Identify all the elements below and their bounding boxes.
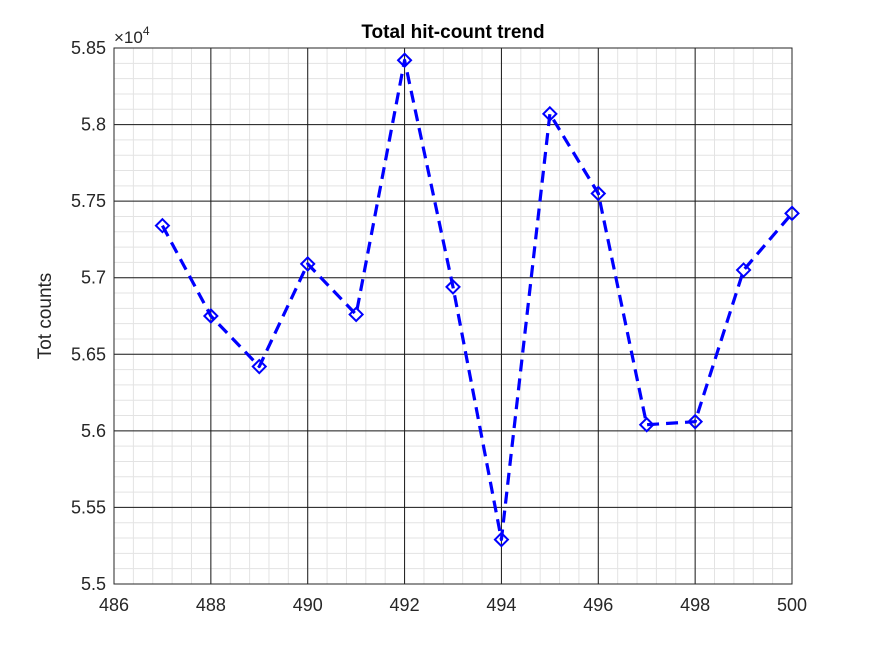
x-axis-ticks: 486 488 490 492 494 496 498 500: [99, 595, 807, 615]
y-tick-label: 5.55: [71, 497, 106, 517]
plot-area-frame: [113, 47, 793, 585]
y-tick-label: 5.5: [81, 574, 106, 594]
data-point-marker: [541, 105, 558, 122]
data-point-marker: [590, 185, 607, 202]
y-axis-multiplier: ×104: [114, 24, 150, 47]
y-tick-label: 5.8: [81, 115, 106, 135]
y-tick-label: 5.6: [81, 421, 106, 441]
x-tick-label: 498: [680, 595, 710, 615]
y-axis-ticks: 5.5 5.55 5.6 5.65 5.7 5.75 5.8 5.85: [71, 38, 106, 594]
major-grid: [113, 47, 793, 585]
minor-grid: [113, 47, 793, 585]
y-tick-label: 5.65: [71, 344, 106, 364]
data-point-marker: [396, 52, 413, 69]
chart-title: Total hit-count trend: [361, 22, 544, 43]
data-point-marker: [348, 306, 365, 323]
series-layer: [154, 52, 800, 548]
data-point-marker: [154, 217, 171, 234]
x-tick-label: 488: [196, 595, 226, 615]
data-point-marker: [687, 413, 704, 430]
data-point-marker: [735, 262, 752, 278]
data-point-marker: [445, 278, 461, 295]
data-point-marker: [299, 256, 316, 272]
data-point-marker: [638, 416, 655, 433]
x-tick-label: 490: [293, 595, 323, 615]
x-tick-label: 500: [777, 595, 807, 615]
data-point-marker: [784, 205, 800, 222]
y-tick-label: 5.85: [71, 38, 106, 58]
data-point-marker: [251, 358, 268, 375]
data-point-marker: [202, 308, 219, 324]
x-tick-label: 486: [99, 595, 129, 615]
y-tick-label: 5.7: [81, 268, 106, 288]
x-tick-label: 494: [486, 595, 516, 615]
x-tick-label: 496: [583, 595, 613, 615]
y-axis-multiplier-exponent: 4: [143, 24, 150, 38]
y-tick-label: 5.75: [71, 191, 106, 211]
y-axis-label: Tot counts: [35, 273, 56, 360]
y-axis-multiplier-base: ×10: [114, 28, 143, 47]
data-point-marker: [493, 531, 510, 548]
x-tick-label: 492: [390, 595, 420, 615]
series-line: [160, 58, 794, 542]
